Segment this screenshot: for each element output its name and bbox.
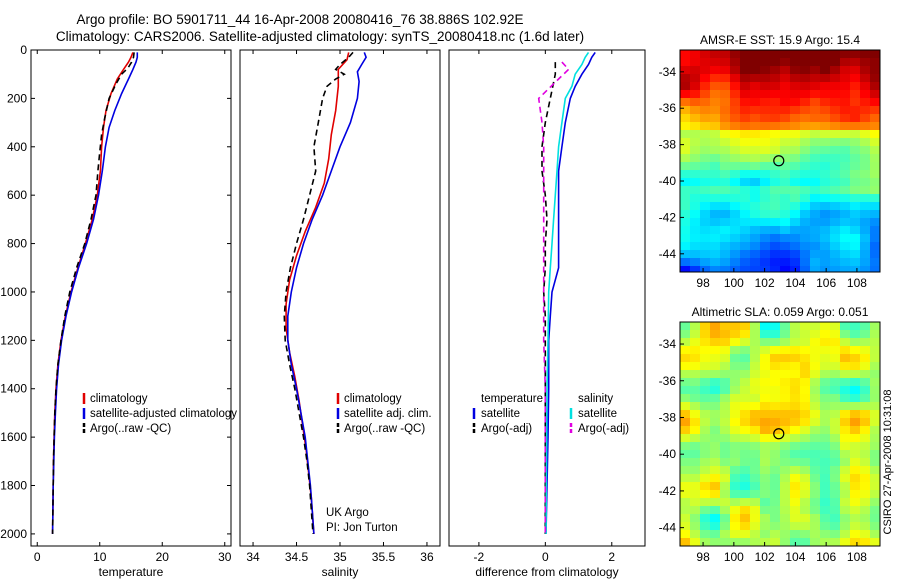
panel-5-xtick-label: 102 (755, 550, 775, 564)
panel-1-ytick-label: 600 (7, 188, 27, 202)
panel-4-xtick-label: 104 (785, 276, 805, 290)
panel-3-legend-label: Argo(-adj) (578, 423, 629, 435)
panel-5-axes (679, 321, 881, 547)
panel-1-xtick-label: 0 (34, 550, 41, 564)
panel-5-argo-location-marker (773, 428, 785, 440)
panel-1-ytick-label: 1800 (0, 479, 27, 493)
panel-4-xtick-label: 102 (755, 276, 775, 290)
panel-5-xtick-label: 100 (724, 550, 744, 564)
panel-5-heatmap-cells (680, 322, 881, 547)
panel-5-ytick-label: -36 (659, 374, 677, 388)
panel-2-legend-label: satellite adj. clim. (344, 408, 432, 420)
panel-1-xtick-label: 30 (218, 550, 232, 564)
panel-3-xtick-label: 0 (542, 550, 549, 564)
panel-1-xtick-label: 20 (156, 550, 170, 564)
panel-5-xtick-label: 98 (696, 550, 710, 564)
panel-5-xtick-label: 108 (847, 550, 867, 564)
panel-3-series-4-line (537, 61, 570, 534)
panel-2-series-3-line (283, 51, 354, 534)
panel-4-heatmap-cells (680, 50, 881, 273)
panel-5-xtick-label: 104 (785, 550, 805, 564)
panel-1-ytick-label: 1000 (0, 285, 27, 299)
panel-3-series-1-line (545, 51, 596, 534)
panel-2-xlabel: salinity (322, 565, 359, 579)
panel-2-series-2-line (287, 52, 367, 534)
figure-title-line1: Argo profile: BO 5901711_44 16-Apr-2008 … (76, 12, 523, 27)
panel-3-legend-label: satellite (481, 408, 520, 420)
panel-2-axes (239, 49, 441, 547)
panel-1-xtick-label: 10 (93, 550, 107, 564)
panel-1-series-3-line (51, 52, 135, 534)
panel-5-ytick-label: -34 (659, 337, 677, 351)
panel-3-series-3-line (545, 51, 590, 534)
panel-4-ytick-label: -42 (659, 210, 677, 224)
panel-1-legend-label: climatology (90, 393, 148, 405)
panel-4-xtick-label: 98 (696, 276, 710, 290)
panel-2-xtick-label: 36 (420, 550, 434, 564)
panel-4-xtick-label: 106 (816, 276, 836, 290)
panel-5-ytick-label: -38 (659, 410, 677, 424)
panel-4-axes (679, 49, 881, 273)
panel-4-ytick-label: -38 (659, 138, 677, 152)
figure-title-line2: Climatology: CARS2006. Satellite-adjuste… (56, 29, 584, 44)
panel-1-xlabel: temperature (99, 565, 164, 579)
panel-3-xlabel: difference from climatology (475, 565, 618, 579)
panel-2-xtick-label: 35 (333, 550, 347, 564)
panel-1-ytick-label: 200 (7, 91, 27, 105)
panel-4-title: AMSR-E SST: 15.9 Argo: 15.4 (700, 33, 860, 47)
panels: 0 10 20 30020040060080010001200140016001800… (0, 33, 881, 579)
panel-1-legend-label: satellite-adjusted climatology (90, 408, 237, 420)
panel-2-xtick-label: 34.5 (285, 550, 309, 564)
panel-2-xtick-label: 35.5 (372, 550, 396, 564)
panel-1-ytick-label: 1600 (0, 430, 27, 444)
panel-2-annotation: UK Argo (326, 507, 369, 519)
panel-4-ytick-label: -34 (659, 65, 677, 79)
panel-2-legend-label: climatology (344, 393, 402, 405)
panel-3-legend-label: Argo(-adj) (481, 423, 532, 435)
panel-4-xtick-label: 100 (724, 276, 744, 290)
panel-2-legend-label: Argo(..raw -QC) (344, 423, 425, 435)
panel-1-ytick-label: 800 (7, 237, 27, 251)
panel-1-legend-label: Argo(..raw -QC) (90, 423, 171, 435)
panel-3-xtick-label: -2 (474, 550, 485, 564)
panel-1-ytick-label: 400 (7, 140, 27, 154)
panel-4-ytick-label: -40 (659, 174, 677, 188)
panel-2-xtick-label: 34 (246, 550, 260, 564)
panel-5-ytick-label: -40 (659, 447, 677, 461)
panel-3-xtick-label: 2 (608, 550, 615, 564)
panel-1-axes (30, 49, 232, 547)
side-stamp: CSIRO 27-Apr-2008 10:31:08 (882, 390, 894, 535)
panel-5-xtick-label: 106 (816, 550, 836, 564)
panel-4-xtick-label: 108 (847, 276, 867, 290)
panel-3-legend-heading: temperature (481, 393, 543, 405)
panel-4-ytick-label: -36 (659, 101, 677, 115)
panel-5-ytick-label: -42 (659, 484, 677, 498)
panel-5-ytick-label: -44 (659, 521, 677, 535)
panel-1-series-2-line (51, 52, 139, 534)
panel-2-annotation: PI: Jon Turton (326, 522, 398, 534)
panel-4-argo-location-marker (773, 155, 785, 167)
panel-3-legend-label: satellite (578, 408, 617, 420)
panel-3-legend-heading: salinity (578, 393, 613, 405)
panel-1-ytick-label: 1200 (0, 333, 27, 347)
panel-4-ytick-label: -44 (659, 247, 677, 261)
panel-3-series-2-line (541, 62, 557, 534)
panel-1-ytick-label: 0 (20, 43, 27, 57)
panel-1-ytick-label: 2000 (0, 527, 27, 541)
panel-1-ytick-label: 1400 (0, 382, 27, 396)
panel-5-title: Altimetric SLA: 0.059 Argo: 0.051 (692, 305, 869, 319)
